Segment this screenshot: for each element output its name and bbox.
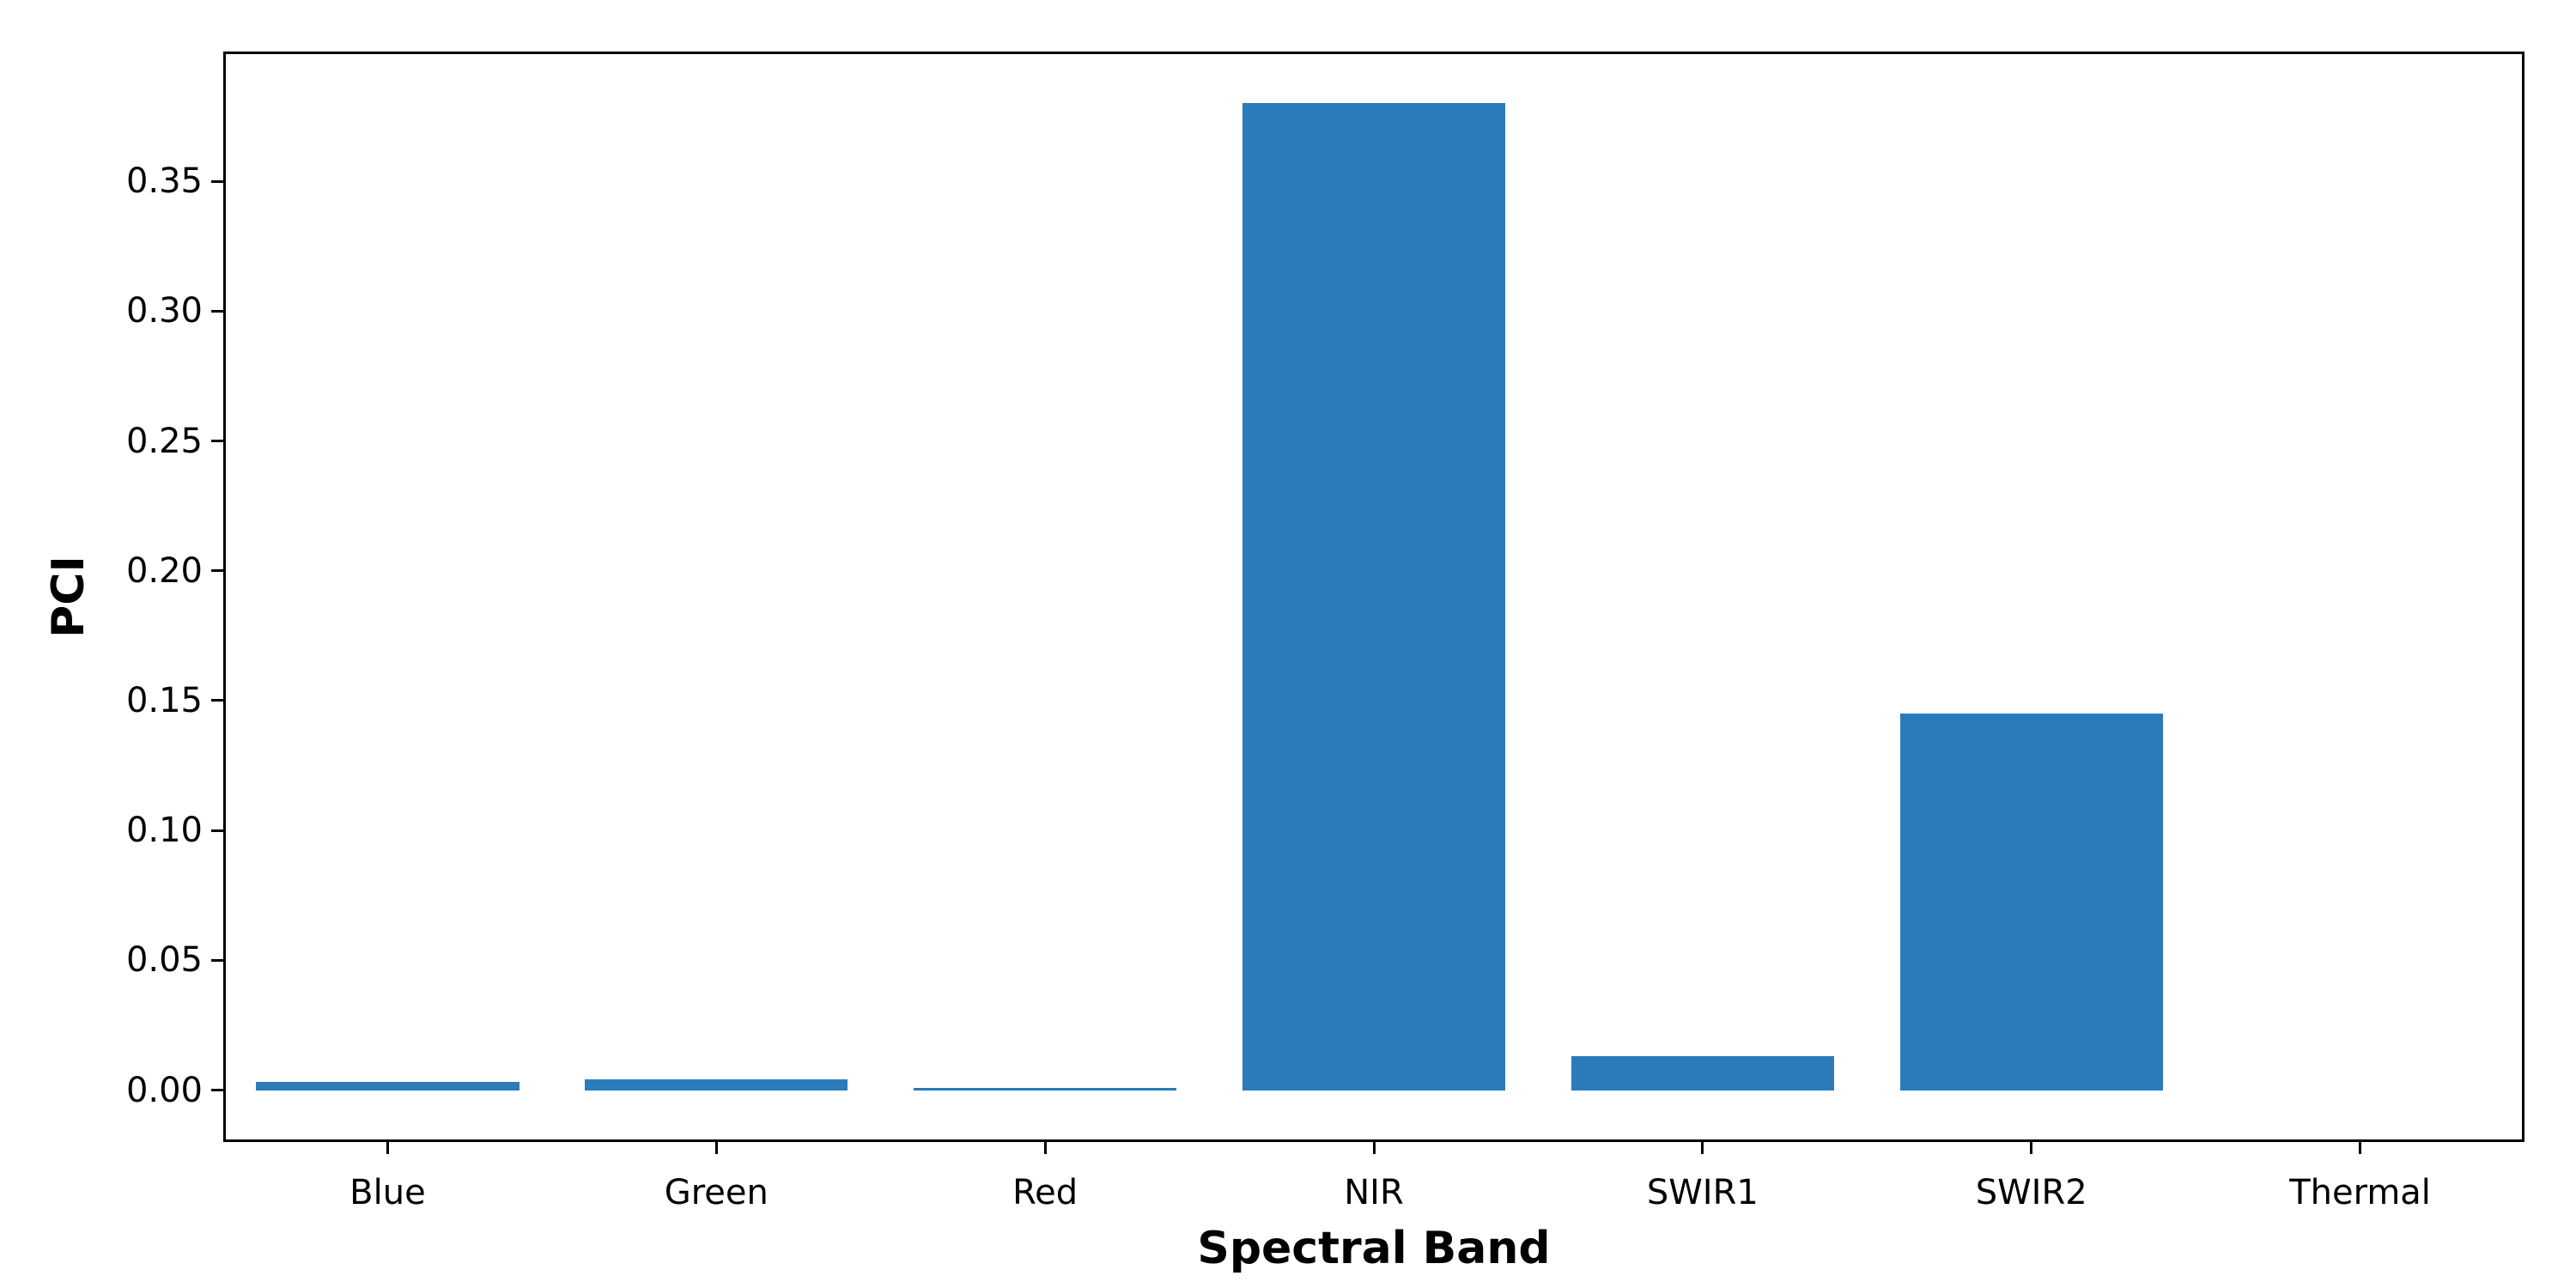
ytick-mark [211,180,223,183]
ytick-label: 0.15 [65,681,203,720]
bar-swir1 [1571,1056,1834,1090]
spine-left [223,52,226,1142]
xtick-label-swir2: SWIR2 [1976,1173,2087,1212]
ytick-mark [211,440,223,442]
ytick-label: 0.00 [65,1071,203,1110]
y-axis-label: PCI [43,556,94,638]
bar-swir2 [1900,714,2163,1090]
xtick-label-blue: Blue [349,1173,426,1212]
ytick-mark [211,959,223,962]
ytick-mark [211,829,223,832]
spine-right [2522,52,2524,1142]
bar-green [585,1079,848,1090]
ytick-mark [211,699,223,702]
figure: 0.000.050.100.150.200.250.300.35BlueGree… [0,0,2576,1288]
ytick-mark [211,310,223,313]
xtick-mark [2359,1142,2361,1154]
xtick-label-nir: NIR [1344,1173,1404,1212]
xtick-mark [1044,1142,1047,1154]
ytick-label: 0.25 [65,422,203,461]
xtick-mark [386,1142,389,1154]
spine-top [223,52,2524,54]
bar-nir [1242,103,1505,1090]
x-axis-label: Spectral Band [1197,1223,1550,1274]
bar-red [914,1088,1176,1091]
ytick-label: 0.35 [65,161,203,201]
xtick-mark [715,1142,718,1154]
xtick-mark [1701,1142,1704,1154]
xtick-label-green: Green [665,1173,769,1212]
ytick-mark [211,569,223,572]
xtick-label-swir1: SWIR1 [1647,1173,1759,1212]
ytick-label: 0.05 [65,940,203,980]
xtick-label-thermal: Thermal [2289,1173,2431,1212]
plot-area: 0.000.050.100.150.200.250.300.35BlueGree… [223,52,2524,1142]
xtick-label-red: Red [1012,1173,1078,1212]
xtick-mark [2030,1142,2032,1154]
ytick-label: 0.10 [65,811,203,850]
xtick-mark [1373,1142,1376,1154]
ytick-mark [211,1089,223,1091]
ytick-label: 0.30 [65,291,203,331]
bar-blue [256,1082,519,1090]
